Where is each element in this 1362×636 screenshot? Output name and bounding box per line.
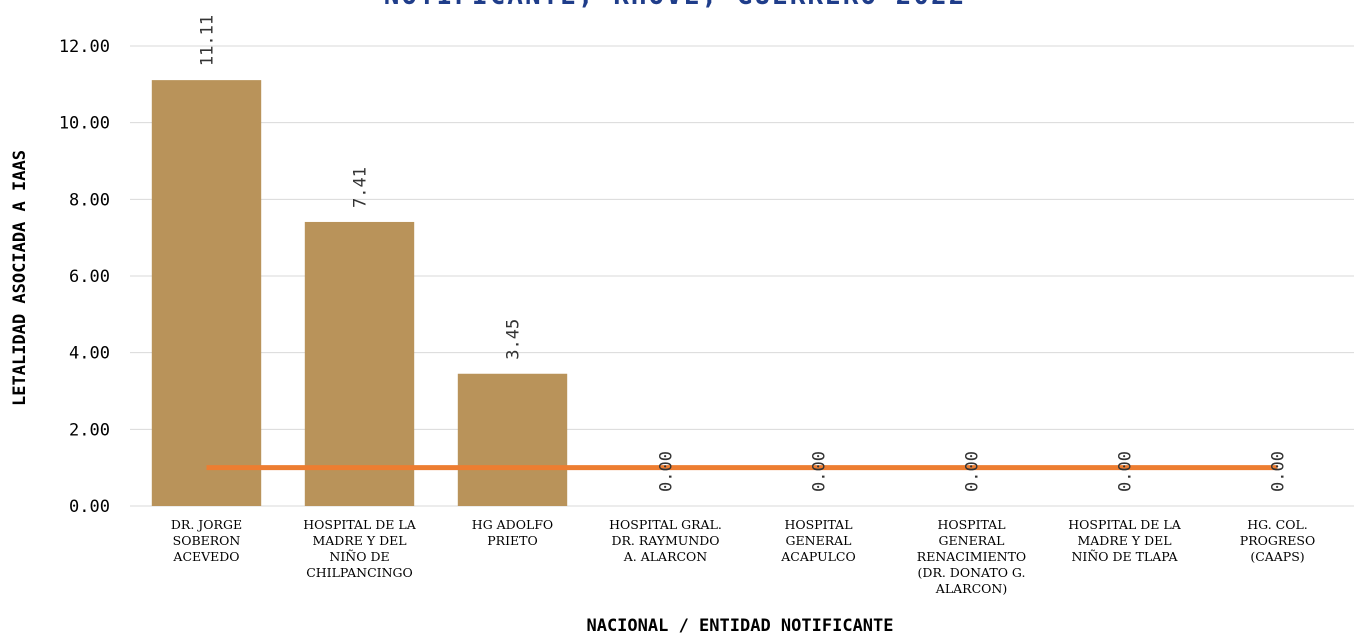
y-tick-labels: 0.00 2.00 4.00 6.00 8.00 10.00 12.00: [59, 37, 110, 517]
y-tick-label: 8.00: [69, 190, 110, 210]
data-label: 0.00: [810, 451, 830, 492]
x-axis-label: NACIONAL / ENTIDAD NOTIFICANTE: [586, 616, 893, 636]
x-tick-label: HG. COL. PROGRESO (CAAPS): [1240, 517, 1315, 564]
y-tick-label: 12.00: [59, 37, 110, 57]
x-tick-label: HG ADOLFO PRIETO: [472, 517, 553, 548]
y-tick-label: 6.00: [69, 267, 110, 287]
data-label: 0.00: [1116, 451, 1136, 492]
data-label: 11.11: [198, 15, 218, 66]
x-tick-label: DR. JORGE SOBERON ACEVEDO: [171, 517, 242, 564]
bars: [152, 80, 567, 506]
bar: [458, 374, 567, 506]
data-label: 3.45: [504, 319, 524, 360]
data-label: 7.41: [351, 167, 371, 208]
y-tick-label: 2.00: [69, 420, 110, 440]
data-label: 0.00: [963, 451, 983, 492]
y-tick-label: 10.00: [59, 114, 110, 134]
x-tick-label: HOSPITAL GENERAL RENACIMIENTO (DR. DONATO G…: [917, 517, 1026, 596]
y-tick-label: 0.00: [69, 497, 110, 517]
data-label: 0.00: [657, 451, 677, 492]
x-tick-labels: DR. JORGE SOBERON ACEVEDO HOSPITAL DE LA MAD…: [171, 517, 1315, 596]
x-tick-label: HOSPITAL DE LA MADRE Y DEL NIÑO DE CHILPANC…: [303, 517, 416, 580]
bar: [152, 80, 261, 506]
y-axis-label: LETALIDAD ASOCIADA A IAAS: [10, 150, 30, 406]
x-tick-label: HOSPITAL GRAL. DR. RAYMUNDO A. ALARCON: [609, 517, 722, 564]
x-tick-label: HOSPITAL DE LA MADRE Y DEL NIÑO DE TLAPA: [1068, 517, 1181, 564]
x-tick-label: HOSPITAL GENERAL ACAPULCO: [780, 517, 855, 564]
chart-title: NOTIFICANTE, RHOVE, GUERRERO 2022: [384, 0, 967, 11]
y-tick-label: 4.00: [69, 344, 110, 364]
bar: [305, 222, 414, 506]
data-label: 0.00: [1269, 451, 1289, 492]
